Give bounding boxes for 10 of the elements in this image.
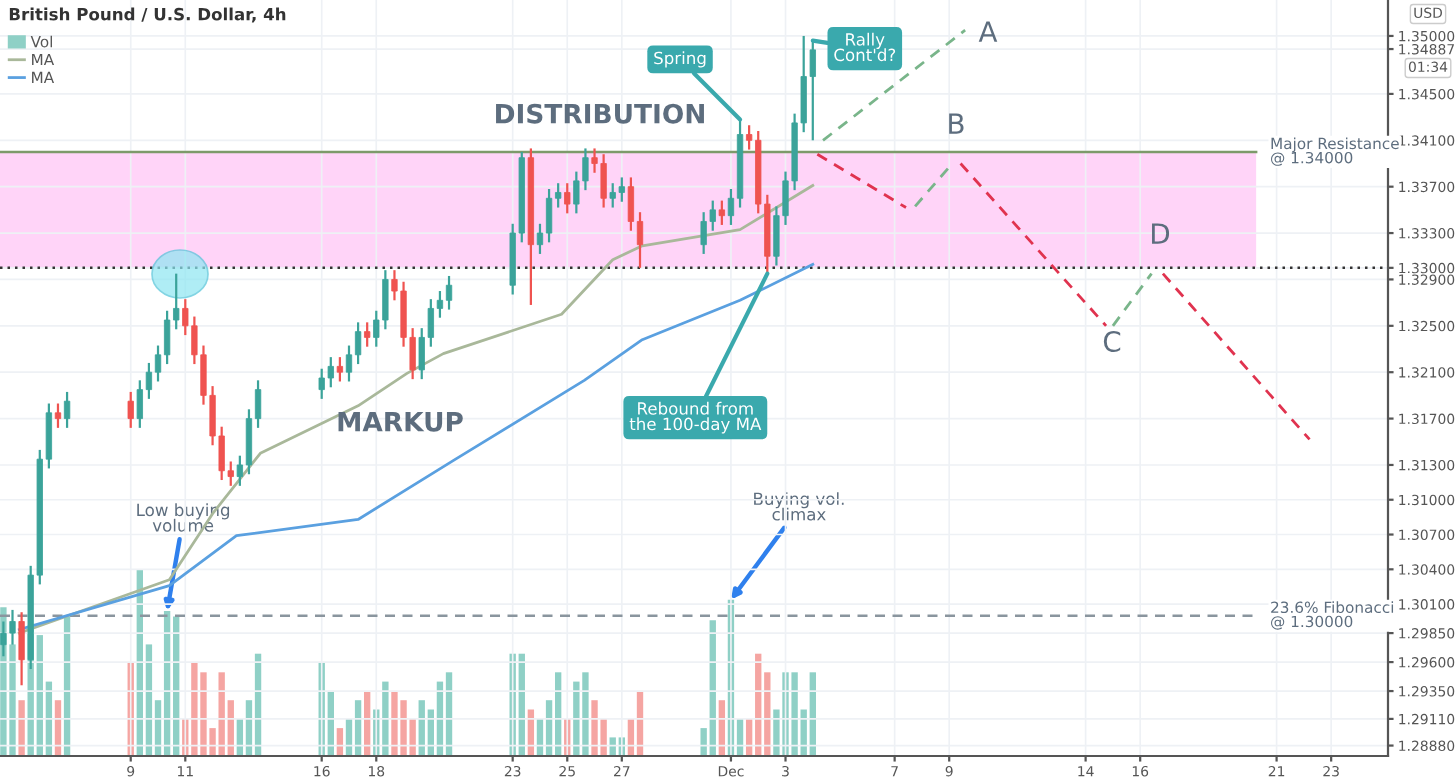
annotation: DISTRIBUTION: [496, 103, 704, 124]
annotation: B: [949, 113, 964, 134]
chart-title: British Pound / U.S. Dollar, 4h: [9, 7, 286, 23]
annotation: A: [978, 21, 998, 42]
annotation: C: [1103, 331, 1121, 353]
annotation: Spring: [654, 51, 706, 68]
annotation: Rally Cont'd?: [834, 32, 896, 62]
annotation: D: [1152, 223, 1170, 244]
annotation: MARKUP: [338, 412, 463, 432]
annotation: Rebound from the 100-day MA: [629, 401, 762, 434]
